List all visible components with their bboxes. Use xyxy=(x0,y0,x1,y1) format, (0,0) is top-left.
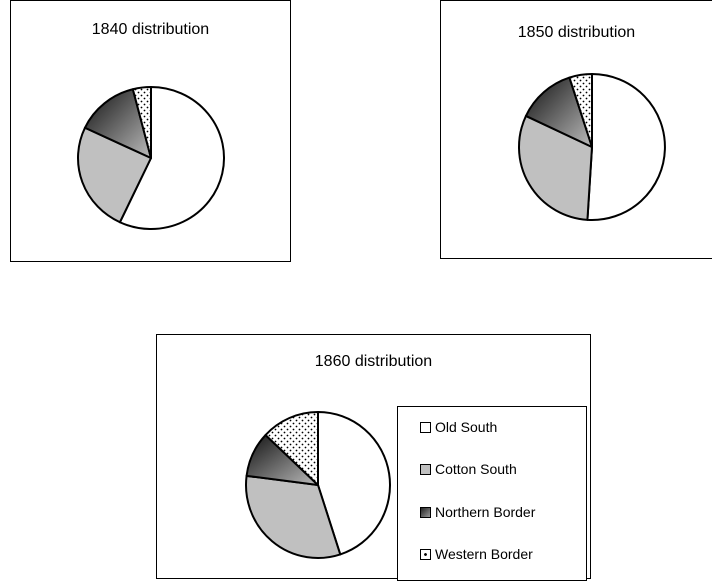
pie-slice-cotton-south xyxy=(245,474,342,559)
legend-item-northern-border: Northern Border xyxy=(420,504,535,520)
legend-label: Northern Border xyxy=(435,504,536,520)
chart-title-1860: 1860 distribution xyxy=(314,353,433,370)
legend-label: Western Border xyxy=(435,546,533,562)
pie-slice-western-border xyxy=(131,86,152,159)
pie-chart-1860 xyxy=(245,411,392,559)
pie-slice-old-south xyxy=(118,86,225,230)
pie-chart-1840 xyxy=(77,86,225,230)
swatch-western-border xyxy=(420,548,431,560)
legend-label: Old South xyxy=(435,419,498,435)
pie-slice-western-border xyxy=(568,73,593,148)
pie-chart-1850 xyxy=(518,73,666,221)
chart-panel-1840: 1840 distribution xyxy=(10,0,291,262)
legend-item-old-south: Old South xyxy=(420,419,497,435)
pie-slice-northern-border xyxy=(83,88,152,159)
legend-item-cotton-south: Cotton South xyxy=(420,461,517,477)
pie-slice-old-south xyxy=(317,411,392,556)
chart-title-1840: 1840 distribution xyxy=(91,21,210,38)
pie-slice-cotton-south xyxy=(518,114,593,221)
pie-slice-northern-border xyxy=(524,76,593,148)
legend: Old South Cotton South Northern Border W… xyxy=(397,406,587,581)
swatch-old-south xyxy=(420,421,431,433)
chart-title-1850: 1850 distribution xyxy=(517,24,636,41)
chart-panel-1860: 1860 distribution Old South Cotton South… xyxy=(156,334,591,581)
legend-label: Cotton South xyxy=(435,461,517,477)
pie-slice-old-south xyxy=(586,73,666,221)
chart-panel-1850: 1850 distribution xyxy=(440,0,712,259)
pie-slice-cotton-south xyxy=(77,126,152,224)
pie-slice-western-border xyxy=(264,411,319,486)
legend-item-western-border: Western Border xyxy=(420,546,533,562)
swatch-cotton-south xyxy=(420,463,431,475)
swatch-northern-border xyxy=(420,506,431,518)
